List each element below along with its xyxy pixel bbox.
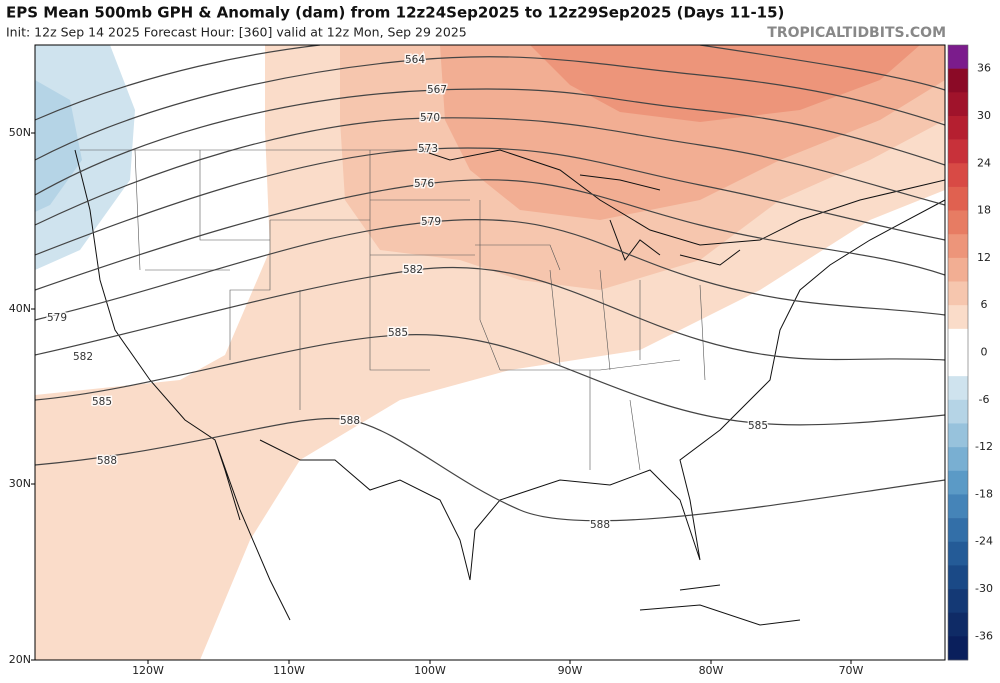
great-lakes (579, 174, 741, 266)
colorbar-label: 6 (981, 298, 988, 311)
colorbar-segment (948, 328, 968, 353)
contour-label: 582 (403, 264, 423, 276)
coastline (74, 149, 945, 621)
colorbar-segment (948, 234, 968, 259)
lat-label: 30N (9, 477, 31, 490)
contour-label: 579 (47, 312, 67, 324)
lon-label: 90W (558, 664, 583, 677)
colorbar-label: -18 (975, 487, 993, 500)
contour-label: 588 (340, 415, 360, 427)
colorbar-segment (948, 612, 968, 637)
contour-label: 570 (420, 112, 440, 124)
contour-label: 576 (414, 178, 434, 190)
colorbar-segment (948, 92, 968, 117)
colorbar-label: 0 (981, 346, 988, 359)
colorbar-label: 36 (977, 62, 991, 75)
contour-line (35, 117, 945, 226)
contour-line (35, 417, 945, 522)
state-borders (80, 149, 706, 471)
colorbar-label: 18 (977, 204, 991, 217)
colorbar-label: -30 (975, 582, 993, 595)
colorbar-segment (948, 565, 968, 590)
labels: 50N 40N 30N 20N 120W 110W 100W 90W 80W 70W 564 567 5… (9, 44, 993, 677)
contour-label: 588 (97, 455, 117, 467)
subtitle: Init: 12z Sep 14 2025 Forecast Hour: [36… (6, 25, 467, 40)
contour-line (35, 45, 945, 121)
colorbar-frame (947, 44, 969, 661)
colorbar-segment (948, 447, 968, 472)
anomaly-fill (35, 80, 82, 212)
lat-label: 50N (9, 126, 31, 139)
colorbar-label: -36 (975, 629, 993, 642)
colorbar-segment (948, 636, 968, 661)
colorbar-segment (948, 423, 968, 448)
colorbar-label: 24 (977, 156, 991, 169)
contour-label: 573 (418, 143, 438, 155)
lon-label: 100W (414, 664, 446, 677)
colorbar-label: 12 (977, 251, 991, 264)
contour-label: 588 (590, 519, 610, 531)
title: EPS Mean 500mb GPH & Anomaly (dam) from … (6, 4, 784, 22)
contour-label: 582 (73, 351, 93, 363)
colorbar-segment (948, 257, 968, 282)
colorbar-segment (948, 281, 968, 306)
colorbar-segment (948, 68, 968, 93)
contour-line (35, 88, 945, 196)
map (34, 44, 946, 661)
caribbean-islands (639, 584, 801, 626)
lon-label: 110W (273, 664, 305, 677)
colorbar-segment (948, 115, 968, 140)
contour-label: 579 (421, 216, 441, 228)
contour-label: 564 (405, 54, 425, 66)
colorbar-segment (948, 399, 968, 424)
contour-label: 585 (92, 396, 112, 408)
lon-label: 80W (699, 664, 724, 677)
map-frame (34, 44, 946, 661)
colorbar-label: 30 (977, 109, 991, 122)
contour-line (35, 333, 945, 426)
lon-label: 70W (839, 664, 864, 677)
colorbar-segment (948, 518, 968, 543)
contour-label: 585 (388, 327, 408, 339)
colorbar-segment (948, 210, 968, 235)
colorbar-segment (948, 376, 968, 401)
watermark: TROPICALTIDBITS.COM (767, 25, 946, 41)
lat-label: 40N (9, 302, 31, 315)
colorbar-segment (948, 541, 968, 566)
lon-label: 120W (132, 664, 164, 677)
colorbar-segment (948, 494, 968, 519)
contour-line (35, 179, 945, 291)
colorbar-segment (948, 45, 968, 69)
colorbar-segment (948, 186, 968, 211)
contour-label: 567 (427, 84, 447, 96)
contour-line (35, 56, 945, 161)
colorbar-segment (948, 352, 968, 377)
colorbar-label: -12 (975, 440, 993, 453)
colorbar-segment (948, 305, 968, 330)
colorbar-label: -24 (975, 535, 993, 548)
contour-label: 585 (748, 420, 768, 432)
colorbar-segment (948, 470, 968, 495)
colorbar-segment (948, 589, 968, 613)
colorbar-label: -6 (979, 393, 990, 406)
lat-label: 20N (9, 653, 31, 666)
contour-line (35, 218, 945, 321)
colorbar-segment (948, 163, 968, 188)
colorbar-segment (948, 139, 968, 164)
contour-line (35, 147, 945, 256)
contour-line (35, 266, 945, 361)
